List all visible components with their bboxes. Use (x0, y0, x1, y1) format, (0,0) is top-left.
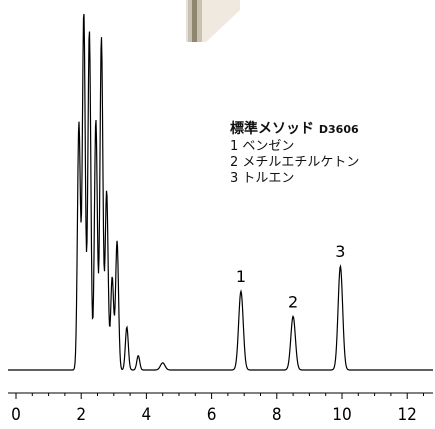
peak-labels: 1 2 3 (236, 242, 346, 311)
x-tick-label: 10 (332, 405, 351, 425)
legend-item-2: 2 メチルエチルケトン (230, 155, 360, 170)
peak-label: 3 (335, 242, 345, 261)
peak-label: 2 (288, 292, 298, 311)
x-tick-label: 2 (76, 405, 86, 425)
legend-title-text: 標準メソッド (230, 121, 314, 137)
peak-label: 1 (236, 267, 246, 286)
legend-item-1: 1 ベンゼン (230, 139, 295, 154)
x-axis-ticks: 0 2 4 6 8 10 12 (11, 393, 424, 425)
x-tick-label: 6 (207, 405, 217, 425)
legend-item-3: 3 トルエン (230, 171, 295, 186)
x-tick-label: 4 (142, 405, 152, 425)
x-tick-label: 12 (397, 405, 416, 425)
chromatogram-trace (8, 13, 433, 371)
instrument-photo (186, 0, 240, 42)
x-tick-label: 8 (272, 405, 282, 425)
legend-method-code: D3606 (318, 123, 359, 136)
method-legend: 標準メソッド D3606 1 ベンゼン 2 メチルエチルケトン 3 トルエン (230, 120, 359, 187)
x-tick-label: 0 (11, 405, 21, 425)
legend-title: 標準メソッド D3606 (230, 120, 359, 139)
